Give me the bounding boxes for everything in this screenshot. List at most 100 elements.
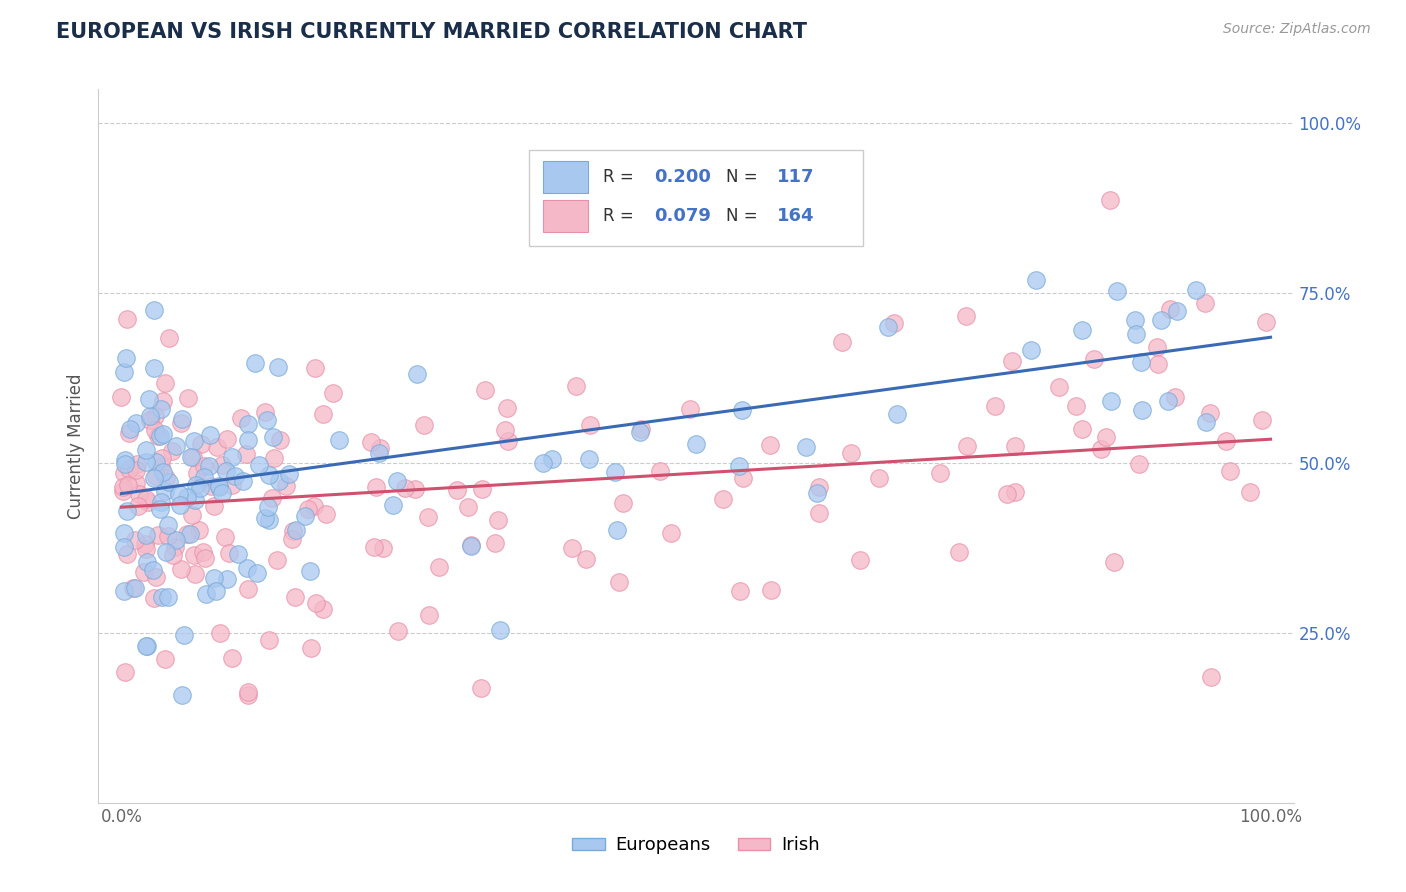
Point — [759, 437, 782, 451]
Point — [194, 587, 217, 601]
Point — [728, 584, 751, 599]
Point — [135, 640, 157, 654]
Point — [150, 458, 173, 473]
Point — [733, 471, 755, 485]
Point — [1254, 315, 1277, 329]
Point — [188, 481, 211, 495]
Point — [256, 413, 278, 427]
Point — [173, 628, 195, 642]
Point — [143, 361, 166, 376]
Point — [170, 562, 193, 576]
Point — [120, 422, 142, 436]
Point — [162, 548, 184, 562]
Point — [427, 559, 450, 574]
Point — [112, 540, 135, 554]
Point — [224, 468, 246, 483]
Point — [176, 490, 198, 504]
Point — [470, 681, 492, 695]
Point — [135, 542, 157, 557]
Point — [155, 471, 177, 485]
Point — [124, 581, 146, 595]
Point — [486, 513, 509, 527]
Point — [609, 575, 631, 590]
Point — [404, 483, 426, 497]
Point — [145, 469, 167, 483]
Legend: Europeans, Irish: Europeans, Irish — [565, 830, 827, 862]
Point — [134, 537, 156, 551]
Point — [385, 475, 408, 489]
Point — [135, 455, 157, 469]
Point — [183, 493, 205, 508]
Point — [115, 351, 138, 366]
Point — [198, 428, 221, 442]
Point — [149, 401, 172, 416]
Point — [367, 446, 389, 460]
Point — [806, 486, 828, 500]
Point — [194, 550, 217, 565]
Bar — [543, 200, 589, 232]
Point — [146, 429, 169, 443]
Point — [214, 529, 236, 543]
Point — [218, 546, 240, 560]
Point — [1146, 340, 1168, 354]
Point — [112, 526, 135, 541]
Point — [831, 335, 853, 350]
Point — [135, 527, 157, 541]
Point — [312, 407, 335, 421]
Point — [266, 553, 288, 567]
Point — [387, 624, 409, 638]
Point — [413, 418, 436, 433]
Point — [630, 422, 652, 436]
Point — [416, 510, 439, 524]
Point — [394, 481, 416, 495]
Point — [1098, 193, 1121, 207]
Point — [246, 566, 269, 580]
Point — [181, 450, 204, 465]
Point — [1215, 434, 1237, 448]
Point — [1129, 355, 1152, 369]
Point — [186, 477, 208, 491]
Point — [984, 399, 1007, 413]
Point — [221, 478, 243, 492]
Point — [127, 457, 149, 471]
Point — [315, 507, 337, 521]
Point — [648, 464, 671, 478]
Point — [328, 434, 350, 448]
Point — [678, 401, 700, 416]
Point — [322, 385, 344, 400]
Point — [294, 509, 316, 524]
Point — [1001, 354, 1024, 368]
Point — [281, 524, 304, 538]
Point — [152, 466, 174, 480]
Point — [217, 432, 239, 446]
Point — [267, 360, 290, 375]
Point — [1004, 484, 1026, 499]
Point — [170, 412, 193, 426]
Point — [208, 625, 231, 640]
Point — [152, 393, 174, 408]
Point — [142, 471, 165, 485]
Point — [125, 462, 148, 476]
Point — [1159, 302, 1181, 317]
Point — [157, 518, 180, 533]
Point — [139, 413, 162, 427]
Point — [148, 502, 170, 516]
Point — [284, 591, 307, 605]
Point — [128, 486, 150, 500]
Point — [125, 475, 148, 490]
Point — [117, 478, 139, 492]
Point — [215, 464, 238, 478]
Text: N =: N = — [725, 207, 762, 225]
Point — [371, 541, 394, 556]
Point — [146, 527, 169, 541]
Point — [1123, 313, 1146, 327]
Point — [368, 442, 391, 456]
Point — [948, 545, 970, 559]
Point — [150, 450, 173, 465]
Point — [796, 440, 818, 454]
Point — [849, 553, 872, 567]
Point — [200, 479, 222, 493]
Point — [150, 590, 173, 604]
Point — [298, 564, 321, 578]
Text: R =: R = — [603, 168, 638, 186]
